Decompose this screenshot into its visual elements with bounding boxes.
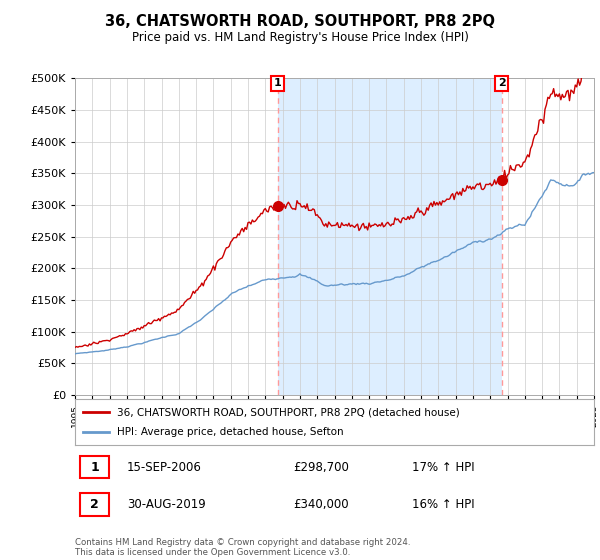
Text: 2: 2: [90, 498, 99, 511]
Text: HPI: Average price, detached house, Sefton: HPI: Average price, detached house, Seft…: [116, 427, 343, 437]
Text: 15-SEP-2006: 15-SEP-2006: [127, 460, 202, 474]
Text: 1: 1: [274, 78, 281, 88]
Text: Contains HM Land Registry data © Crown copyright and database right 2024.
This d: Contains HM Land Registry data © Crown c…: [75, 538, 410, 557]
Text: 16% ↑ HPI: 16% ↑ HPI: [412, 498, 475, 511]
Text: £298,700: £298,700: [293, 460, 349, 474]
Text: 36, CHATSWORTH ROAD, SOUTHPORT, PR8 2PQ (detached house): 36, CHATSWORTH ROAD, SOUTHPORT, PR8 2PQ …: [116, 407, 459, 417]
Text: 1: 1: [90, 460, 99, 474]
Text: £340,000: £340,000: [293, 498, 349, 511]
Text: 36, CHATSWORTH ROAD, SOUTHPORT, PR8 2PQ: 36, CHATSWORTH ROAD, SOUTHPORT, PR8 2PQ: [105, 14, 495, 29]
Text: 30-AUG-2019: 30-AUG-2019: [127, 498, 206, 511]
FancyBboxPatch shape: [80, 493, 109, 516]
Text: 17% ↑ HPI: 17% ↑ HPI: [412, 460, 475, 474]
Bar: [278, 78, 502, 395]
Text: 2: 2: [498, 78, 505, 88]
FancyBboxPatch shape: [80, 456, 109, 478]
Text: Price paid vs. HM Land Registry's House Price Index (HPI): Price paid vs. HM Land Registry's House …: [131, 31, 469, 44]
